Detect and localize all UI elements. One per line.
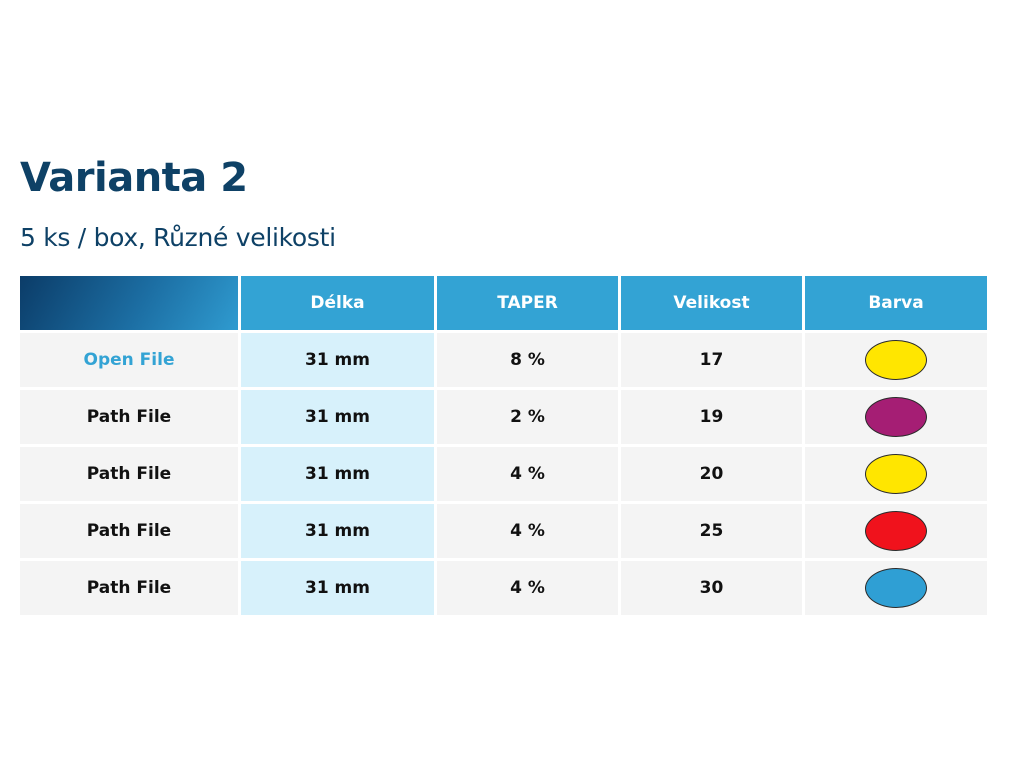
row-name: Path File [20, 390, 238, 444]
row-size: 30 [621, 561, 802, 615]
table-header-row: Délka TAPER Velikost Barva [20, 276, 987, 330]
row-length: 31 mm [241, 447, 434, 501]
row-taper: 2 % [437, 390, 618, 444]
row-color-cell [805, 504, 987, 558]
color-swatch [865, 397, 927, 437]
row-length: 31 mm [241, 333, 434, 387]
page-title: Varianta 2 [20, 155, 248, 201]
header-color: Barva [805, 276, 987, 330]
row-size: 17 [621, 333, 802, 387]
row-color-cell [805, 333, 987, 387]
color-swatch [865, 340, 927, 380]
header-taper: TAPER [437, 276, 618, 330]
table-row: Path File 31 mm 4 % 30 [20, 561, 987, 615]
row-length: 31 mm [241, 390, 434, 444]
row-name: Path File [20, 447, 238, 501]
row-taper: 4 % [437, 504, 618, 558]
color-swatch [865, 454, 927, 494]
row-length: 31 mm [241, 561, 434, 615]
row-taper: 4 % [437, 561, 618, 615]
row-name: Path File [20, 504, 238, 558]
row-color-cell [805, 447, 987, 501]
row-taper: 8 % [437, 333, 618, 387]
row-name-link[interactable]: Open File [20, 333, 238, 387]
row-length: 31 mm [241, 504, 434, 558]
row-size: 25 [621, 504, 802, 558]
page-subtitle: 5 ks / box, Různé velikosti [20, 223, 336, 252]
color-swatch [865, 511, 927, 551]
row-size: 20 [621, 447, 802, 501]
row-color-cell [805, 390, 987, 444]
spec-table: Délka TAPER Velikost Barva Open File 31 … [17, 273, 990, 618]
row-name: Path File [20, 561, 238, 615]
table-row: Path File 31 mm 2 % 19 [20, 390, 987, 444]
table-row: Path File 31 mm 4 % 25 [20, 504, 987, 558]
table-row: Open File 31 mm 8 % 17 [20, 333, 987, 387]
color-swatch [865, 568, 927, 608]
row-color-cell [805, 561, 987, 615]
header-size: Velikost [621, 276, 802, 330]
header-corner-cell [20, 276, 238, 330]
header-length: Délka [241, 276, 434, 330]
row-taper: 4 % [437, 447, 618, 501]
table-row: Path File 31 mm 4 % 20 [20, 447, 987, 501]
row-size: 19 [621, 390, 802, 444]
